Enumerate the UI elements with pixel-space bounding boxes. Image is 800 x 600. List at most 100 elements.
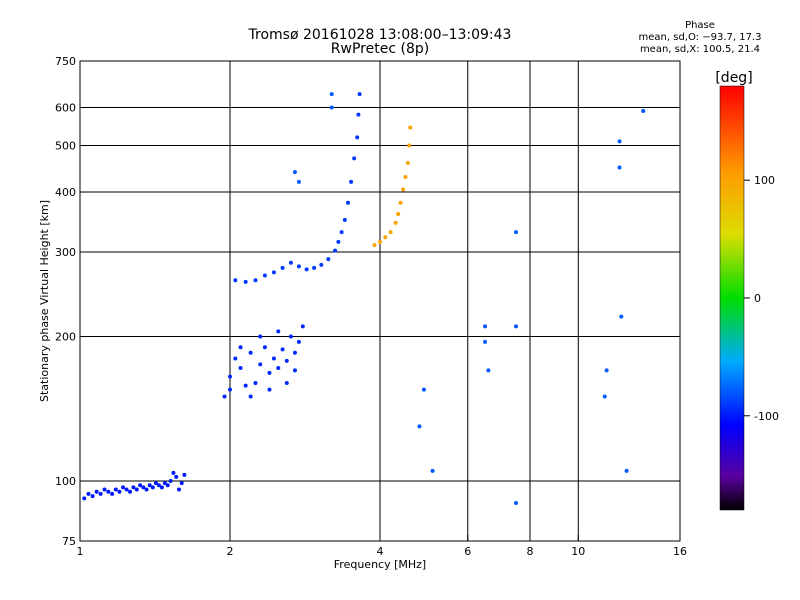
data-point xyxy=(641,109,646,114)
data-point xyxy=(228,387,232,392)
data-point xyxy=(336,239,341,244)
data-point xyxy=(372,243,377,248)
data-point xyxy=(304,267,309,272)
y-axis-title: Stationary phase Virtual Height [km] xyxy=(38,200,51,402)
data-point xyxy=(349,179,354,184)
data-point xyxy=(168,479,173,484)
data-point xyxy=(117,489,122,494)
colorbar xyxy=(719,85,745,511)
data-point xyxy=(345,200,350,205)
colorbar-tick-label: -100 xyxy=(754,410,779,423)
data-point xyxy=(86,491,91,496)
colorbar-ticks: -100 0 100 xyxy=(744,174,779,423)
data-point xyxy=(617,165,622,170)
data-point xyxy=(288,334,293,339)
data-point xyxy=(124,487,129,492)
data-point xyxy=(134,487,139,492)
data-point xyxy=(238,345,243,350)
data-point xyxy=(276,365,281,370)
x-tick-label: 1 xyxy=(77,545,84,558)
data-point xyxy=(179,481,184,486)
data-point xyxy=(106,489,111,494)
data-point xyxy=(150,485,155,490)
data-point xyxy=(378,239,382,244)
data-point xyxy=(165,483,170,488)
data-point xyxy=(300,324,305,329)
data-point xyxy=(243,279,248,284)
data-point xyxy=(243,383,248,388)
data-point xyxy=(296,179,301,184)
data-point xyxy=(238,365,243,370)
data-point xyxy=(288,260,293,265)
data-point xyxy=(153,481,158,486)
data-point xyxy=(329,92,334,97)
data-point xyxy=(619,314,624,319)
data-point xyxy=(147,483,152,488)
phase-title: Phase xyxy=(685,20,715,31)
data-point xyxy=(262,273,267,278)
data-point xyxy=(113,487,118,492)
data-point xyxy=(292,170,297,175)
data-point xyxy=(356,112,361,117)
phase-o-stats: mean, sd,O: −93.7, 17.3 xyxy=(638,32,762,43)
data-point xyxy=(280,265,285,270)
data-point xyxy=(159,485,164,490)
data-point xyxy=(182,472,187,477)
phase-x-stats: mean, sd,X: 100.5, 21.4 xyxy=(639,44,761,55)
data-point xyxy=(156,483,161,488)
data-point xyxy=(141,485,146,490)
data-point xyxy=(483,324,488,329)
data-point xyxy=(162,481,167,486)
data-point xyxy=(329,105,334,110)
colorbar-label: [deg] xyxy=(715,70,752,86)
x-tick-label: 4 xyxy=(377,545,384,558)
data-point xyxy=(276,329,281,334)
data-point xyxy=(357,92,362,97)
data-point xyxy=(624,468,629,473)
data-point xyxy=(271,356,276,361)
data-point xyxy=(176,487,181,492)
y-tick-label: 400 xyxy=(55,186,76,199)
data-point xyxy=(326,257,331,262)
grid-lines xyxy=(80,61,680,541)
data-point xyxy=(296,264,301,269)
data-point xyxy=(408,125,413,130)
data-point xyxy=(262,345,267,350)
data-point xyxy=(248,394,253,399)
data-point xyxy=(253,381,258,386)
data-point xyxy=(393,220,398,225)
data-point xyxy=(144,487,149,492)
data-point xyxy=(604,368,609,373)
x-tick-label: 16 xyxy=(673,545,687,558)
data-point xyxy=(430,468,435,473)
data-point xyxy=(396,212,401,217)
data-point xyxy=(233,278,238,283)
x-tick-label: 10 xyxy=(571,545,585,558)
data-point xyxy=(280,347,285,352)
data-point xyxy=(228,374,232,379)
data-point xyxy=(417,424,422,429)
data-point xyxy=(292,350,297,355)
x-tick-label: 8 xyxy=(527,545,534,558)
data-point xyxy=(121,485,126,490)
data-point xyxy=(333,248,338,253)
data-point xyxy=(94,489,99,494)
colorbar-tick-label: 0 xyxy=(754,292,761,305)
colorbar-tick-label: 100 xyxy=(754,174,775,187)
y-axis-ticks: 75 100 200 300 400 500 600 750 xyxy=(55,55,86,548)
data-point xyxy=(233,356,238,361)
data-point xyxy=(253,278,258,283)
data-point xyxy=(128,489,133,494)
data-points xyxy=(82,92,646,505)
data-point xyxy=(398,200,403,205)
y-tick-label: 600 xyxy=(55,102,76,115)
data-point xyxy=(258,362,263,367)
data-point xyxy=(352,156,357,161)
data-point xyxy=(171,470,176,475)
y-tick-label: 75 xyxy=(62,535,76,548)
data-point xyxy=(486,368,491,373)
data-point xyxy=(355,135,360,140)
chart-subtitle: RwPretec (8p) xyxy=(330,41,430,57)
data-point xyxy=(292,368,297,373)
